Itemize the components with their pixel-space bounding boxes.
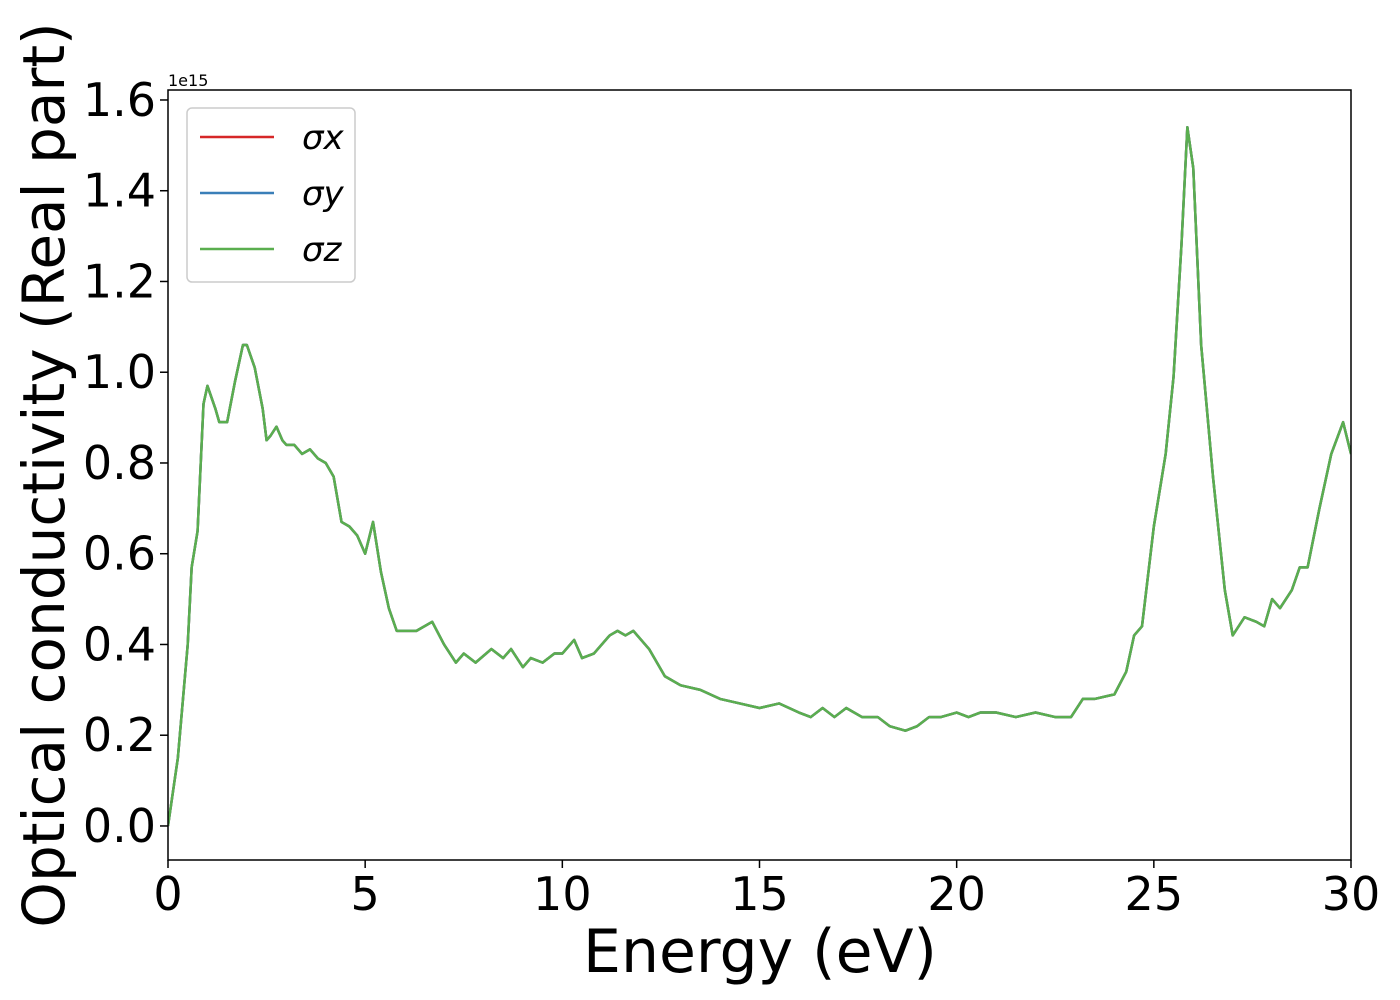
y-axis-label: Optical conductivity (Real part) xyxy=(10,22,78,927)
x-tick-label: 5 xyxy=(351,867,380,921)
legend-label: σx xyxy=(302,118,345,158)
y-tick-label: 0.6 xyxy=(83,527,156,581)
legend-label: σz xyxy=(302,230,343,270)
y-tick-label: 1.4 xyxy=(83,164,156,218)
legend-box xyxy=(186,107,356,283)
y-tick-label: 1.6 xyxy=(83,73,156,127)
x-tick-label: 15 xyxy=(730,867,789,921)
x-tick-label: 10 xyxy=(533,867,592,921)
x-tick-label: 25 xyxy=(1125,867,1184,921)
x-tick-label: 0 xyxy=(153,867,182,921)
legend-label: σy xyxy=(302,174,345,214)
x-axis-label: Energy (eV) xyxy=(583,917,937,987)
plot-frame xyxy=(167,89,1352,861)
y-tick-label: 0.2 xyxy=(83,708,156,762)
y-offset-label: 1e15 xyxy=(168,71,208,90)
y-tick-label: 1.2 xyxy=(83,254,156,308)
x-tick-label: 30 xyxy=(1322,867,1381,921)
y-tick-label: 0.0 xyxy=(83,799,156,853)
y-tick-label: 0.8 xyxy=(83,436,156,490)
series-line xyxy=(168,125,1351,827)
y-tick-label: 0.4 xyxy=(83,617,156,671)
x-tick-label: 20 xyxy=(927,867,986,921)
y-tick-label: 1.0 xyxy=(83,345,156,399)
